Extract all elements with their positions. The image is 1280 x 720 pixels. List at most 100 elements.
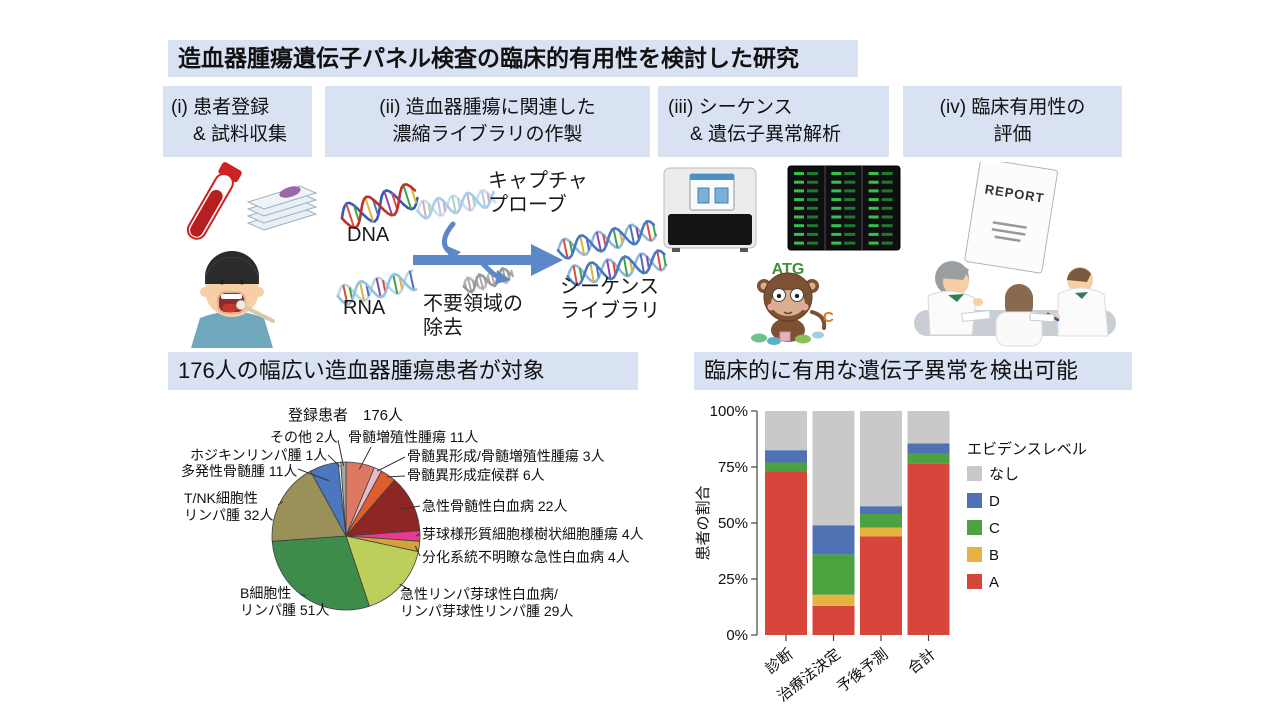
pie-slice-label: 芽球様形質細胞様樹状細胞腫瘍 4人 [422, 526, 644, 542]
dna-helix-icon-rung [364, 197, 375, 222]
capture-probe-icon-rung [481, 190, 487, 209]
capture-probe-icon-rung [466, 192, 472, 211]
dna-helix-icon-rung [345, 203, 356, 229]
pie-leader-line [399, 505, 421, 510]
server-led [794, 180, 804, 184]
bar-segment-C [812, 554, 855, 595]
mascot-atg-text: ATG [772, 261, 805, 278]
mascot-c-letter: C [823, 309, 834, 326]
server-led [831, 215, 842, 219]
server-led [831, 224, 842, 228]
step4-line2: 評価 [993, 123, 1032, 145]
legend-label: B [989, 547, 999, 564]
pie-slice [345, 479, 421, 537]
evaluation-illustration: REPORT [914, 162, 1116, 347]
legend-swatch-C [967, 520, 982, 535]
server-led [881, 215, 893, 219]
rna-helix-icon [336, 269, 418, 306]
library-helix-icon-rung [656, 250, 662, 271]
rna-helix-icon-rung [408, 270, 415, 291]
pie-section-header: 176人の幅広い造血器腫瘍患者が対象 [168, 352, 638, 390]
dna-helix-icon-rung [352, 205, 361, 223]
bar-segment-A [765, 471, 807, 635]
capture-probe-icon-rung [421, 200, 428, 219]
server-led [807, 224, 818, 228]
sequencer-icon [663, 167, 757, 252]
pie-slice-label: 分化系統不明瞭な急性白血病 4人 [422, 549, 630, 565]
pie-slice [271, 470, 347, 542]
blood-tube-icon [186, 162, 242, 240]
step-box-4: (iv) 臨床有用性の 評価 [903, 86, 1122, 157]
library-prep-illustration [336, 182, 668, 306]
bar-segment-B [860, 527, 902, 537]
flow-arrow-icon [413, 244, 563, 276]
library-helix-icon-rung [662, 253, 667, 266]
server-led [844, 224, 856, 228]
y-tick-label: 75% [718, 459, 748, 476]
bar-segment-なし [907, 411, 950, 444]
pie-chart-svg [271, 439, 421, 611]
library-helix-icon-rung [589, 262, 595, 283]
capture-probe-icon [416, 188, 497, 220]
discarded-region-helix-icon-strand [462, 266, 512, 294]
server-led [807, 198, 818, 202]
server-led [807, 215, 818, 219]
server-led [868, 180, 879, 184]
pie-slice-label: 骨髄増殖性腫瘍 11人 [348, 429, 479, 445]
discarded-region-helix-icon-rung [510, 269, 515, 278]
x-category-label: 予後予測 [834, 646, 892, 696]
patient-swab-icon [191, 251, 275, 348]
removal-label-1: 不要領域の [423, 293, 523, 315]
server-led [831, 241, 842, 245]
pie-leader-line [387, 475, 406, 478]
pie-chart-area: 登録患者 176人 骨髄増殖性腫瘍 11人 骨髄異形成/骨髄増殖性腫瘍 3人 骨髄異… [170, 398, 730, 688]
server-led [794, 232, 804, 236]
server-led [831, 180, 842, 184]
rna-helix-icon-rung [392, 274, 399, 294]
legend-swatch-A [967, 574, 982, 589]
y-axis-label: 患者の割合 [695, 485, 712, 560]
server-rack-icon [787, 165, 901, 251]
legend-swatch-B [967, 547, 982, 562]
x-category-label: 診断 [762, 646, 796, 678]
bar-segment-D [860, 506, 902, 515]
step1-line1: (i) 患者登録 [171, 96, 270, 118]
server-led [807, 206, 818, 210]
y-tick-label: 25% [718, 571, 748, 588]
rna-helix-icon-rung [358, 281, 366, 302]
discarded-region-helix-icon-rung [466, 277, 473, 293]
bar-segment-なし [765, 411, 807, 451]
server-led [794, 215, 804, 219]
server-led [831, 189, 842, 193]
y-tick-label: 50% [718, 515, 748, 532]
legend-label: D [989, 493, 1000, 510]
dna-label: DNA [347, 224, 390, 246]
bar-segment-A [812, 605, 855, 635]
pie-leader-line [337, 439, 344, 467]
bar-chart-area: 0% 25% 50% 75% 100% 患者の割合 診断 治療法決定 予後予測 合計 エビデンスレベ… [690, 398, 1150, 705]
step4-line1: (iv) 臨床有用性の [939, 96, 1086, 118]
step1-line2: & 試料収集 [193, 123, 287, 145]
library-helix-icon-rung [606, 259, 612, 280]
server-led [881, 206, 893, 210]
server-led [794, 172, 804, 175]
server-led [831, 172, 842, 175]
rna-helix-icon-rung [342, 284, 349, 305]
pie-slice [340, 461, 347, 537]
library-helix-icon-rung [622, 256, 629, 277]
server-led [868, 241, 879, 245]
pie-slice-label: 急性骨髄性白血病 22人 [422, 498, 568, 514]
step-box-3: (iii) シーケンス & 遺伝子異常解析 [658, 86, 889, 157]
server-led [844, 241, 856, 245]
dna-helix-icon-rung [390, 192, 399, 210]
server-led [807, 172, 818, 175]
slide-stack-icon [246, 185, 318, 231]
server-led [881, 232, 893, 236]
server-led [844, 172, 856, 175]
library-helix-icon-rung [645, 221, 652, 242]
library-helix-icon-rung [612, 228, 619, 249]
step3-line2: & 遺伝子異常解析 [690, 123, 841, 145]
discard-arrowhead [495, 270, 511, 284]
pie-slice-label: B細胞性 リンパ腫 51人 [240, 585, 330, 618]
